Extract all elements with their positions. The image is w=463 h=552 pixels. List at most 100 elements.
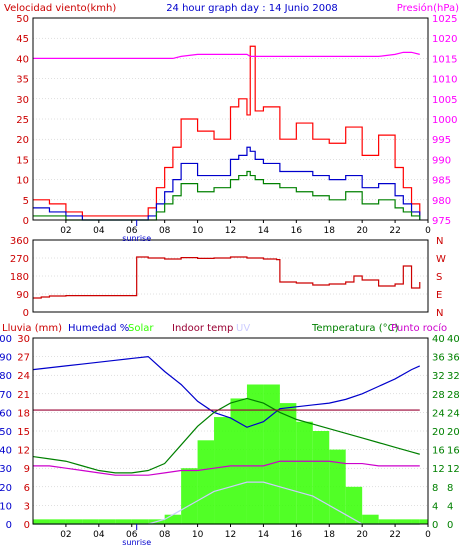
humidity-y-tick-label: 70 <box>0 390 12 401</box>
solar-y-tick-label: 4 <box>447 501 453 512</box>
legend-rain: Lluvia (mm) <box>2 323 62 334</box>
pressure-y-tick-label: 975 <box>432 216 451 227</box>
temp-y-tick-label: 28 <box>432 390 445 401</box>
solar-y-tick-label: 20 <box>447 427 460 438</box>
rain-y-tick-label: 30 <box>17 334 30 345</box>
solar-bar <box>181 468 198 524</box>
temp-y-tick-label: 20 <box>432 427 445 438</box>
rain-y-tick-label: 18 <box>17 408 30 419</box>
rain-y-tick-label: 24 <box>17 371 30 382</box>
direction-y-tick-label: 360 <box>10 236 29 247</box>
humidity-y-tick-label: 40 <box>0 446 12 457</box>
temp-y-tick-label: 0 <box>432 520 438 531</box>
wind-y-tick-label: 20 <box>16 135 29 146</box>
wind-y-tick-label: 35 <box>16 75 29 86</box>
dew-point-series <box>33 460 420 476</box>
x-tick-label: 12 <box>225 530 236 540</box>
pressure-y-tick-label: 980 <box>432 196 451 207</box>
solar-bar <box>98 519 116 524</box>
solar-bar <box>419 519 428 524</box>
solar-bar <box>115 519 132 524</box>
pressure-series <box>33 51 420 60</box>
x-tick-label: 08 <box>159 226 171 236</box>
solar-y-tick-label: 40 <box>447 334 460 345</box>
pressure-y-tick-label: 1025 <box>432 14 457 25</box>
x-tick-label: 14 <box>258 226 270 236</box>
rain-y-tick-label: 9 <box>24 464 30 475</box>
x-tick-label: 22 <box>389 226 400 236</box>
solar-bar <box>214 417 231 524</box>
temp-y-tick-label: 8 <box>432 483 438 494</box>
x-tick-label: 12 <box>225 226 236 236</box>
wind-gust-series <box>33 45 421 217</box>
solar-y-tick-label: 32 <box>447 371 460 382</box>
x-tick-label: 0 <box>425 530 431 540</box>
solar-y-tick-label: 12 <box>447 464 460 475</box>
temp-y-tick-label: 24 <box>432 408 445 419</box>
solar-y-tick-label: 0 <box>447 520 453 531</box>
solar-y-tick-label: 8 <box>447 483 453 494</box>
solar-bar <box>279 403 297 524</box>
solar-bar <box>33 519 50 524</box>
x-tick-label: 10 <box>192 530 204 540</box>
humidity-y-tick-label: 60 <box>0 408 12 419</box>
direction-y-tick-label: 0 <box>23 308 29 319</box>
solar-y-tick-label: 24 <box>447 408 460 419</box>
solar-bar <box>230 398 247 524</box>
pressure-y-tick-label: 990 <box>432 155 451 166</box>
pressure-y-tick-label: 1010 <box>432 75 457 86</box>
x-tick-label: 22 <box>389 530 400 540</box>
compass-tick-label: E <box>436 290 442 301</box>
solar-bar <box>197 440 215 524</box>
compass-tick-label: N <box>436 308 443 319</box>
humidity-y-tick-label: 30 <box>0 464 12 475</box>
solar-bar <box>164 514 182 524</box>
graph-title: 24 hour graph day : 14 Junio 2008 <box>166 3 338 14</box>
panel-frame-2 <box>32 239 429 313</box>
direction-y-tick-label: 90 <box>16 290 29 301</box>
solar-bar <box>345 486 363 524</box>
wind-y-tick-label: 15 <box>16 155 29 166</box>
compass-tick-label: N <box>436 236 443 247</box>
humidity-y-tick-label: 10 <box>0 501 12 512</box>
solar-bar <box>329 449 346 524</box>
pressure-y-tick-label: 1005 <box>432 95 457 106</box>
rain-y-tick-label: 15 <box>17 427 30 438</box>
wind-y-tick-label: 50 <box>16 14 29 25</box>
humidity-y-tick-label: 90 <box>0 353 12 364</box>
wind-y-tick-label: 45 <box>16 34 29 45</box>
x-tick-label: 0 <box>425 226 431 236</box>
rain-y-tick-label: 12 <box>17 446 30 457</box>
pressure-y-tick-label: 985 <box>432 176 451 187</box>
pressure-y-tick-label: 1015 <box>432 54 457 65</box>
temperature-series <box>32 397 420 474</box>
temp-y-tick-label: 36 <box>432 353 445 364</box>
legend-indoor-temp: Indoor temp <box>172 323 233 334</box>
legend-solar: Solar <box>128 323 154 334</box>
solar-bar <box>378 519 396 524</box>
solar-bar <box>82 519 99 524</box>
x-tick-label: 20 <box>356 226 368 236</box>
wind-y-tick-label: 40 <box>16 54 29 65</box>
compass-tick-label: S <box>436 272 442 283</box>
solar-y-tick-label: 16 <box>447 446 460 457</box>
x-tick-label: 08 <box>159 530 171 540</box>
humidity-series <box>32 355 421 428</box>
solar-bar <box>65 519 83 524</box>
wind-y-tick-label: 25 <box>16 115 29 126</box>
wind-average-series <box>33 146 421 221</box>
temp-y-tick-label: 4 <box>432 501 438 512</box>
x-tick-label: 04 <box>93 226 105 236</box>
solar-bar <box>362 514 379 524</box>
wind-title-left: Velocidad viento(kmh) <box>4 3 116 14</box>
x-tick-label: 18 <box>324 530 336 540</box>
x-tick-label: 18 <box>324 226 336 236</box>
sunrise-label: sunrise <box>122 538 151 547</box>
rain-y-tick-label: 21 <box>17 390 30 401</box>
sunrise-label: sunrise <box>122 234 151 243</box>
legend-uv: UV <box>236 323 250 334</box>
x-tick-label: 02 <box>60 530 71 540</box>
humidity-y-tick-label: 50 <box>0 427 12 438</box>
temp-y-tick-label: 32 <box>432 371 445 382</box>
